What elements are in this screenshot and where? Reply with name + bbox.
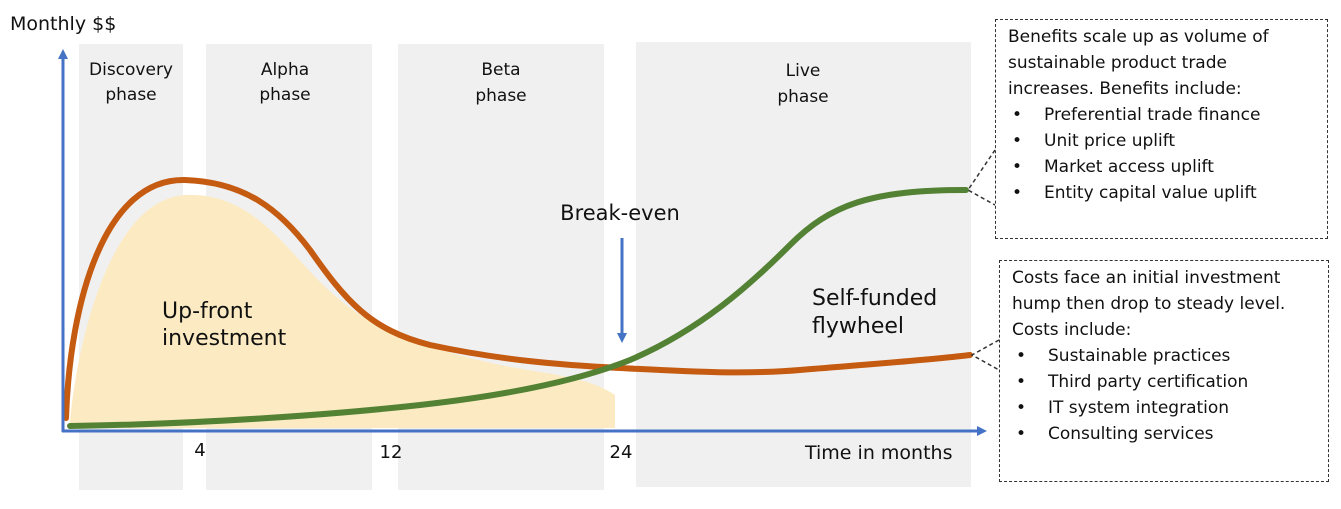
- costs-connector: [970, 339, 1000, 371]
- investment-label-2: investment: [162, 326, 287, 351]
- costs-list: Sustainable practices Third party certif…: [1012, 343, 1320, 447]
- tick-label-24: 24: [610, 442, 633, 463]
- benefits-list: Preferential trade finance Unit price up…: [1008, 102, 1317, 206]
- investment-label-1: Up-front: [162, 299, 253, 324]
- benefits-intro: Benefits scale up as volume of sustainab…: [1008, 27, 1269, 99]
- benefit-item: Entity capital value uplift: [1008, 180, 1317, 206]
- phase-label-live-2: phase: [777, 87, 828, 107]
- cost-item: Sustainable practices: [1012, 343, 1320, 369]
- phase-band-live: [636, 42, 971, 487]
- phase-label-beta-1: Beta: [481, 60, 520, 80]
- phase-label-beta-2: phase: [475, 86, 526, 106]
- flywheel-label-1: Self-funded: [812, 286, 937, 311]
- tick-label-12: 12: [380, 442, 403, 463]
- phase-label-alpha-1: Alpha: [261, 60, 309, 80]
- cost-item: IT system integration: [1012, 395, 1320, 421]
- phase-label-alpha-2: phase: [259, 85, 310, 105]
- costs-callout: Costs face an initial investment hump th…: [999, 260, 1329, 482]
- phase-label-discovery-2: phase: [105, 85, 156, 105]
- flywheel-label-2: flywheel: [812, 314, 904, 339]
- cost-curve: [63, 176, 973, 421]
- phase-label-live-1: Live: [786, 61, 821, 81]
- x-axis-label: Time in months: [804, 442, 952, 464]
- tick-label-4: 4: [194, 440, 205, 461]
- break-even-label: Break-even: [560, 201, 680, 225]
- phase-label-discovery-1: Discovery: [89, 60, 173, 80]
- benefits-connector: [966, 149, 996, 206]
- investment-area: [70, 194, 615, 428]
- cost-item: Consulting services: [1012, 421, 1320, 447]
- y-axis-label: Monthly $$: [10, 13, 116, 35]
- benefit-item: Market access uplift: [1008, 154, 1317, 180]
- costs-intro: Costs face an initial investment hump th…: [1012, 268, 1286, 340]
- benefit-curve: [67, 187, 969, 429]
- benefit-item: Unit price uplift: [1008, 128, 1317, 154]
- benefits-callout: Benefits scale up as volume of sustainab…: [995, 19, 1328, 239]
- cost-item: Third party certification: [1012, 369, 1320, 395]
- benefit-item: Preferential trade finance: [1008, 102, 1317, 128]
